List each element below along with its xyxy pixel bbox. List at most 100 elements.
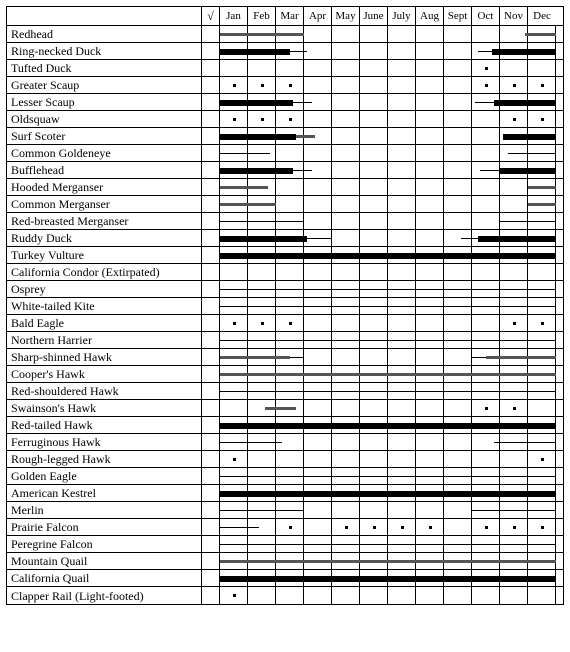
occurrence-area [220,247,563,263]
month-col [248,502,276,518]
month-col [360,213,388,229]
month-col [472,349,500,365]
month-col [248,281,276,297]
month-col [332,43,360,59]
month-col [472,179,500,195]
species-row: Prairie Falcon [7,519,563,536]
month-col [332,502,360,518]
month-col [276,332,304,348]
month-col [220,60,248,76]
month-col [388,145,416,161]
month-col [388,162,416,178]
month-col [472,400,500,416]
month-col [304,264,332,280]
species-name: Swainson's Hawk [7,400,202,416]
species-row: White-tailed Kite [7,298,563,315]
species-row: Clapper Rail (Light-footed) [7,587,563,604]
species-name: Bald Eagle [7,315,202,331]
month-col [220,417,248,433]
month-col [332,264,360,280]
month-col [248,247,276,263]
species-name: Sharp-shinned Hawk [7,349,202,365]
month-col [528,349,556,365]
month-col [304,94,332,110]
month-col [500,94,528,110]
species-row: Ruddy Duck [7,230,563,247]
month-col [276,383,304,399]
month-col [472,366,500,382]
species-name: Common Goldeneye [7,145,202,161]
occurrence-area [220,145,563,161]
occurrence-area [220,77,563,93]
month-col [528,570,556,586]
month-col [528,128,556,144]
species-row: Redhead [7,26,563,43]
species-row: Merlin [7,502,563,519]
month-col [248,298,276,314]
month-col [444,264,472,280]
month-col [276,366,304,382]
month-col [360,230,388,246]
month-col [332,315,360,331]
species-name: Bufflehead [7,162,202,178]
month-col [220,43,248,59]
month-col [304,349,332,365]
month-col [304,26,332,42]
month-col [444,179,472,195]
month-col [332,485,360,501]
species-header [7,7,202,25]
species-name: Ferruginous Hawk [7,434,202,450]
month-col [416,570,444,586]
check-cell [202,417,220,433]
month-col [332,570,360,586]
month-col [388,349,416,365]
month-col [528,502,556,518]
month-col [500,400,528,416]
month-col [220,162,248,178]
occurrence-area [220,111,563,127]
month-col [220,349,248,365]
species-name: Northern Harrier [7,332,202,348]
month-col [276,111,304,127]
month-col [416,502,444,518]
month-col [388,434,416,450]
month-col [500,230,528,246]
month-col [360,26,388,42]
month-col [500,43,528,59]
month-col [220,298,248,314]
month-col [528,451,556,467]
month-col [220,502,248,518]
month-col [500,366,528,382]
month-col [500,519,528,535]
month-col [332,196,360,212]
month-col [416,434,444,450]
month-col [360,162,388,178]
month-col [304,60,332,76]
month-col [388,264,416,280]
species-name: White-tailed Kite [7,298,202,314]
month-col [304,315,332,331]
species-row: Bald Eagle [7,315,563,332]
occurrence-area [220,94,563,110]
month-col [276,145,304,161]
occurrence-area [220,400,563,416]
species-row: Red-tailed Hawk [7,417,563,434]
occurrence-area [220,468,563,484]
species-row: Mountain Quail [7,553,563,570]
month-col [332,468,360,484]
occurrence-area [220,315,563,331]
month-col [416,94,444,110]
month-col [416,196,444,212]
month-col [220,111,248,127]
month-col [304,434,332,450]
month-col [248,570,276,586]
month-col [248,468,276,484]
month-col [444,281,472,297]
month-col [528,77,556,93]
month-col [472,230,500,246]
month-col [472,145,500,161]
occurrence-area [220,383,563,399]
month-col [304,281,332,297]
occurrence-area [220,553,563,569]
month-col [472,451,500,467]
